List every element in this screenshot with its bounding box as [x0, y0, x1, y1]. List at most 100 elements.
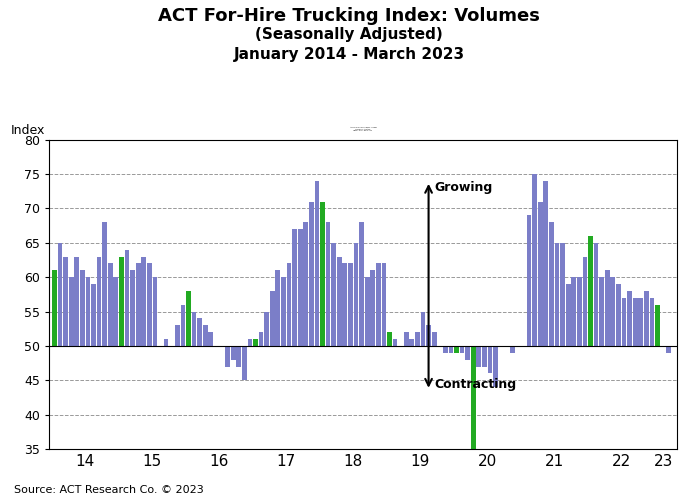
- Bar: [426, 325, 431, 346]
- Text: Growing: Growing: [434, 181, 492, 194]
- Bar: [91, 284, 96, 346]
- Bar: [320, 202, 325, 346]
- Bar: [114, 277, 118, 346]
- Bar: [298, 229, 302, 346]
- Bar: [153, 277, 157, 346]
- Bar: [639, 298, 643, 346]
- Bar: [142, 256, 146, 346]
- Bar: [192, 311, 196, 346]
- Bar: [287, 263, 291, 346]
- Bar: [566, 284, 570, 346]
- Bar: [69, 277, 73, 346]
- Bar: [376, 263, 380, 346]
- Bar: [432, 332, 436, 346]
- Text: Index: Index: [11, 124, 45, 137]
- Bar: [371, 270, 375, 346]
- Bar: [622, 298, 626, 346]
- Bar: [292, 229, 297, 346]
- Bar: [493, 346, 498, 387]
- Bar: [387, 332, 392, 346]
- Bar: [237, 346, 241, 367]
- Bar: [270, 291, 274, 346]
- Bar: [181, 305, 185, 346]
- Bar: [86, 277, 90, 346]
- Bar: [655, 305, 660, 346]
- Bar: [225, 346, 230, 367]
- Bar: [131, 270, 135, 346]
- Bar: [58, 243, 62, 346]
- Bar: [365, 277, 369, 346]
- Bar: [538, 202, 542, 346]
- Title: ACT For-Hire Trucking Index: Volumes
(Seasonally Adjusted)
January 2014 - March : ACT For-Hire Trucking Index: Volumes (Se…: [350, 127, 376, 131]
- Bar: [449, 346, 453, 353]
- Bar: [594, 243, 598, 346]
- Bar: [533, 174, 537, 346]
- Bar: [136, 263, 140, 346]
- Bar: [103, 222, 107, 346]
- Bar: [644, 291, 648, 346]
- Bar: [175, 325, 179, 346]
- Bar: [75, 256, 79, 346]
- Bar: [52, 270, 57, 346]
- Bar: [488, 346, 492, 373]
- Bar: [544, 181, 548, 346]
- Bar: [209, 332, 213, 346]
- Bar: [125, 250, 129, 346]
- Bar: [466, 346, 470, 360]
- Bar: [198, 318, 202, 346]
- Bar: [348, 263, 352, 346]
- Bar: [354, 243, 358, 346]
- Bar: [97, 256, 101, 346]
- Bar: [248, 339, 252, 346]
- Bar: [605, 270, 609, 346]
- Bar: [404, 332, 408, 346]
- Text: Source: ACT Research Co. © 2023: Source: ACT Research Co. © 2023: [14, 485, 204, 495]
- Bar: [454, 346, 459, 353]
- Bar: [242, 346, 246, 380]
- Bar: [600, 277, 604, 346]
- Bar: [410, 339, 414, 346]
- Text: Contracting: Contracting: [434, 378, 517, 391]
- Bar: [477, 346, 481, 367]
- Bar: [482, 346, 487, 367]
- Bar: [203, 325, 207, 346]
- Bar: [186, 291, 191, 346]
- Bar: [108, 263, 112, 346]
- Bar: [443, 346, 447, 353]
- Bar: [633, 298, 637, 346]
- Bar: [527, 216, 531, 346]
- Bar: [577, 277, 581, 346]
- Bar: [583, 256, 587, 346]
- Bar: [343, 263, 347, 346]
- Bar: [572, 277, 576, 346]
- Bar: [309, 202, 313, 346]
- Bar: [326, 222, 330, 346]
- Bar: [560, 243, 565, 346]
- Bar: [611, 277, 615, 346]
- Bar: [276, 270, 280, 346]
- Bar: [147, 263, 151, 346]
- Bar: [332, 243, 336, 346]
- Bar: [460, 346, 464, 353]
- Bar: [549, 222, 554, 346]
- Bar: [393, 339, 397, 346]
- Bar: [359, 222, 364, 346]
- Bar: [650, 298, 654, 346]
- Bar: [471, 346, 475, 499]
- Bar: [64, 256, 68, 346]
- Bar: [421, 311, 425, 346]
- Text: (Seasonally Adjusted): (Seasonally Adjusted): [255, 27, 443, 42]
- Bar: [555, 243, 559, 346]
- Bar: [415, 332, 419, 346]
- Bar: [667, 346, 671, 353]
- Bar: [80, 270, 84, 346]
- Bar: [588, 236, 593, 346]
- Bar: [231, 346, 235, 360]
- Bar: [337, 256, 341, 346]
- Text: ACT For-Hire Trucking Index: Volumes: ACT For-Hire Trucking Index: Volumes: [158, 7, 540, 25]
- Bar: [510, 346, 514, 353]
- Bar: [281, 277, 285, 346]
- Bar: [315, 181, 319, 346]
- Bar: [628, 291, 632, 346]
- Bar: [304, 222, 308, 346]
